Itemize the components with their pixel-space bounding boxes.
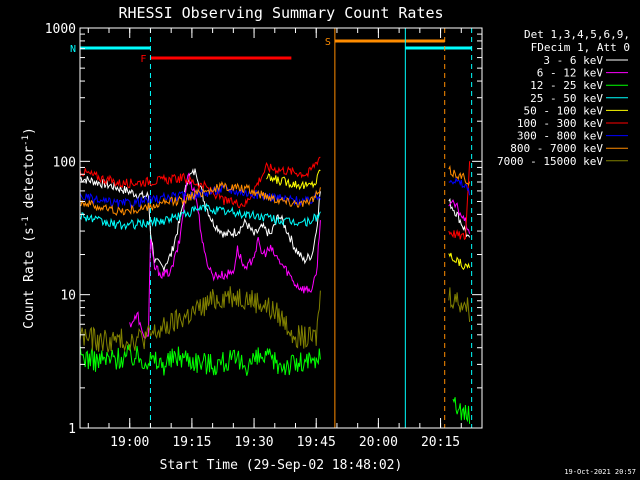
- legend-header-1: Det 1,3,4,5,6,9,: [524, 28, 630, 41]
- plot-area: N F S: [70, 28, 473, 428]
- series-line-6-0: [79, 184, 321, 209]
- series-line-0-1: [448, 198, 471, 238]
- series-line-5-0: [79, 156, 321, 209]
- series-line-8-0: [79, 286, 321, 353]
- series-line-1-0: [129, 172, 321, 340]
- footer-timestamp: 19-Oct-2021 20:57: [564, 468, 636, 476]
- series-line-7-1: [448, 165, 471, 187]
- y-tick-label: 10: [60, 289, 76, 304]
- legend-label: 800 - 7000 keV: [510, 142, 603, 155]
- legend-label: 50 - 100 keV: [524, 104, 604, 117]
- y-tick-label: 100: [53, 155, 76, 170]
- legend-label: 3 - 6 keV: [543, 54, 603, 67]
- y-axis: 1 10 100 1000: [45, 22, 482, 437]
- x-tick-label: 19:15: [172, 435, 211, 450]
- legend-label: 100 - 300 keV: [517, 117, 603, 130]
- x-axis: 19:00 19:15 19:30 19:45 20:00 20:15: [87, 28, 462, 450]
- series-line-4-1: [448, 252, 471, 271]
- flag-label-2: S: [325, 37, 331, 48]
- chart-title: RHESSI Observing Summary Count Rates: [118, 4, 443, 22]
- series-line-2-1: [452, 397, 471, 424]
- x-tick-label: 19:30: [234, 435, 273, 450]
- series-line-2-0: [79, 344, 321, 376]
- y-axis-label: Count Rate (s-1 detector-1): [21, 127, 37, 329]
- series-line-8-1: [448, 287, 471, 323]
- y-tick-label: 1000: [45, 22, 76, 37]
- x-tick-label: 19:45: [297, 435, 336, 450]
- series-line-7-0: [79, 180, 321, 217]
- series-line-6-1: [448, 176, 471, 196]
- y-tick-label: 1: [68, 422, 76, 437]
- flag-label-1: F: [140, 54, 146, 65]
- legend-label: 6 - 12 keV: [537, 67, 604, 80]
- x-axis-label: Start Time (29-Sep-02 18:48:02): [160, 458, 403, 473]
- legend-label: 7000 - 15000 keV: [497, 155, 603, 168]
- plot-frame: [79, 27, 483, 429]
- series-line-3-0: [79, 202, 321, 231]
- legend-label: 300 - 800 keV: [517, 130, 603, 143]
- legend: Det 1,3,4,5,6,9, FDecim 1, Att 0 3 - 6 k…: [497, 28, 630, 168]
- legend-label: 12 - 25 keV: [530, 79, 603, 92]
- x-tick-label: 19:00: [110, 435, 149, 450]
- series-line-4-0: [266, 169, 321, 191]
- legend-header-2: FDecim 1, Att 0: [531, 41, 630, 54]
- x-tick-label: 20:15: [421, 435, 460, 450]
- legend-label: 25 - 50 keV: [530, 92, 603, 105]
- series-line-5-1: [448, 161, 471, 241]
- flag-label-0: N: [70, 44, 76, 55]
- x-tick-label: 20:00: [359, 435, 398, 450]
